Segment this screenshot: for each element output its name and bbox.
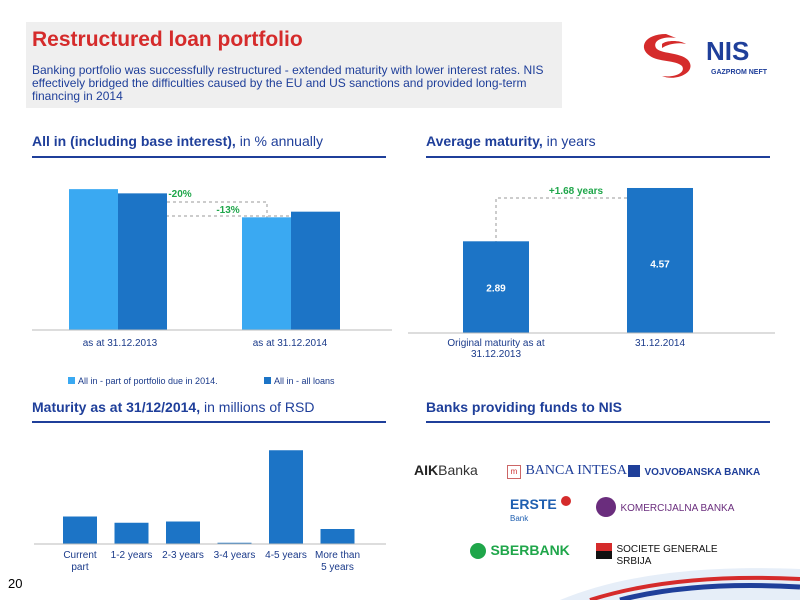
category-label-2014: as at 31.12.2014 (253, 338, 328, 349)
maturity-section-title: Average maturity, in years (426, 133, 596, 149)
interest-bar-2014-all (291, 211, 340, 330)
sberbank-icon (470, 542, 486, 559)
schedule-category-label-5: More than 5 years (315, 550, 360, 573)
annotation-minus-20: -20% (168, 189, 191, 200)
bank-logo-komercijalna: KOMERCIJALNA BANKA (596, 497, 734, 517)
maturity-data-label-0: 2.89 (486, 284, 506, 295)
interest-bar-2014-part (242, 217, 291, 330)
nis-swoosh-icon (643, 34, 691, 78)
societe-icon (596, 543, 612, 559)
interest-chart: -20% -13% as at 31.12.2013 as at 31.12.2… (32, 189, 392, 386)
bank-logo-societe: SOCIETE GENERALE SRBIJA (596, 543, 718, 567)
nis-logo: NIS GAZPROM NEFT (643, 34, 768, 78)
legend-swatch-part (68, 377, 75, 384)
legend-swatch-all (264, 377, 271, 384)
schedule-category-label-0: Current part (63, 550, 97, 573)
interest-bar-2013-part (69, 189, 118, 330)
bank-logo-erste: ERSTE Bank (510, 496, 572, 523)
interest-bar-2013-all (118, 193, 167, 330)
schedule-bar-1 (114, 522, 149, 544)
maturity-section-rule (426, 156, 770, 158)
maturity-data-label-1: 4.57 (650, 260, 670, 271)
erste-icon (561, 496, 572, 506)
category-label-2013: as at 31.12.2013 (83, 338, 158, 349)
maturity-bar-0 (463, 241, 529, 333)
interest-section-title: All in (including base interest), in % a… (32, 133, 323, 149)
legend-label-part: All in - part of portfolio due in 2014. (78, 376, 218, 386)
banks-section-rule (426, 421, 770, 423)
page-title: Restructured loan portfolio (32, 28, 303, 51)
schedule-chart: Current part 1-2 years 2-3 years 3-4 years 4-… (34, 450, 386, 573)
schedule-bar-5 (320, 529, 355, 544)
intesa-icon: m (507, 465, 521, 479)
schedule-bar-0 (63, 516, 97, 544)
schedule-section-title: Maturity as at 31/12/2014, in millions o… (32, 399, 315, 415)
legend-label-all: All in - all loans (274, 376, 335, 386)
logo-tagline: GAZPROM NEFT (711, 69, 768, 76)
vojvodjanska-icon (628, 464, 640, 477)
bank-logo-aik: AIKBanka (414, 462, 478, 478)
page-number: 20 (8, 576, 23, 591)
schedule-category-label-4: 4-5 years (265, 550, 307, 561)
annotation-plus-years: +1.68 years (549, 186, 604, 197)
category-label-2014-maturity: 31.12.2014 (635, 338, 685, 349)
annotation-minus-13: -13% (216, 205, 239, 216)
schedule-category-label-3: 3-4 years (214, 550, 256, 561)
schedule-bar-3 (217, 542, 252, 544)
schedule-bar-2 (166, 521, 200, 544)
bank-logo-sberbank: SBERBANK (470, 542, 570, 560)
bank-logo-intesa: m BANCA INTESA (507, 461, 627, 479)
header-panel (26, 22, 562, 108)
maturity-chart: +1.68 years 2.89 4.57 Original maturity a… (408, 186, 775, 360)
banks-section-title: Banks providing funds to NIS (426, 399, 623, 415)
bank-logo-vojvodjanska: VOJVOĐANSKA BANKA (628, 462, 760, 480)
schedule-category-label-2: 2-3 years (162, 550, 204, 561)
schedule-section-rule (32, 421, 386, 423)
decorative-swoosh (560, 568, 800, 600)
schedule-category-label-1: 1-2 years (111, 550, 153, 561)
komercijalna-icon (596, 497, 616, 517)
maturity-bar-1 (627, 187, 693, 333)
page-subtitle: Banking portfolio was successfully restr… (32, 63, 544, 103)
category-label-original: Original maturity as at 31.12.2013 (447, 338, 544, 360)
interest-section-rule (32, 156, 386, 158)
schedule-bar-4 (269, 450, 303, 544)
logo-name: NIS (706, 36, 749, 66)
